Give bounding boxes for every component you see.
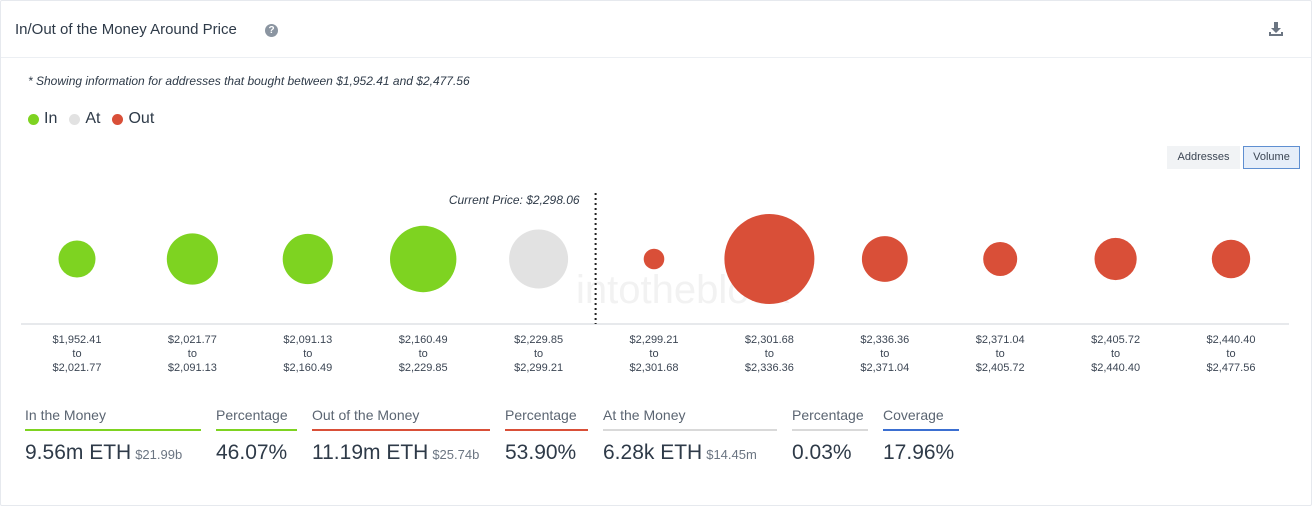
stat-coverage: Coverage 17.96% [883, 407, 959, 465]
download-icon[interactable] [1267, 20, 1285, 38]
tick-label: $2,477.56 [1207, 362, 1256, 374]
stat-label: Percentage [792, 407, 868, 431]
tick-label: $2,299.21 [514, 362, 563, 374]
legend-label-out: Out [128, 110, 155, 127]
stat-value: 17.96% [883, 441, 955, 464]
tick-label: $2,160.49 [399, 334, 448, 346]
stat-value: 46.07% [216, 441, 288, 464]
legend-dot-at [69, 113, 81, 125]
stat-value: 9.56m ETH [25, 441, 132, 464]
stat-label: Percentage [216, 407, 297, 431]
tick-label: $2,091.13 [168, 362, 217, 374]
tick-label-separator: to [765, 348, 774, 360]
question-circle-icon[interactable]: ? [265, 24, 278, 37]
tick-label-separator: to [534, 348, 543, 360]
tick-label-separator: to [1111, 348, 1120, 360]
stat-label: Percentage [505, 407, 588, 431]
tick-label: $2,229.85 [399, 362, 448, 374]
bubble-in[interactable] [390, 225, 457, 293]
legend-item-out[interactable]: Out [112, 110, 154, 128]
legend-item-in[interactable]: In [28, 110, 57, 128]
bubble-at[interactable] [509, 229, 569, 289]
volume-toggle-button[interactable]: Volume [1243, 146, 1300, 169]
tick-label: $2,229.85 [514, 334, 563, 346]
tick-label: $2,371.04 [976, 334, 1025, 346]
stat-value: 0.03% [792, 441, 852, 464]
stat-label: Coverage [883, 407, 959, 431]
bubble-out[interactable] [1094, 237, 1137, 281]
tick-label: $2,405.72 [976, 362, 1025, 374]
bubble-in[interactable] [58, 240, 96, 278]
current-price-label: Current Price: $2,298.06 [449, 193, 580, 207]
stat-value: 53.90% [505, 441, 577, 464]
stat-sub-value: $21.99b [135, 447, 183, 462]
bubble-out[interactable] [861, 236, 908, 282]
tick-label-separator: to [880, 348, 889, 360]
stat-out-percentage: Percentage 53.90% [505, 407, 588, 465]
tick-label: $2,299.21 [630, 334, 679, 346]
stat-sub-value: $25.74b [432, 447, 480, 462]
legend-item-at[interactable]: At [69, 110, 100, 128]
legend-dot-in [28, 113, 39, 125]
tick-label: $2,301.68 [745, 334, 794, 346]
tick-label: $2,440.40 [1207, 334, 1256, 346]
legend-label-at: At [85, 110, 101, 127]
tick-label: $1,952.41 [53, 334, 102, 346]
tick-label: $2,336.36 [860, 334, 909, 346]
stat-at-the-money: At the Money 6.28k ETH $14.45m [603, 407, 777, 465]
legend: In At Out [28, 110, 166, 128]
bubble-in[interactable] [282, 233, 333, 285]
tick-label: $2,440.40 [1091, 362, 1140, 374]
stat-at-percentage: Percentage 0.03% [792, 407, 868, 465]
tick-label-separator: to [1226, 348, 1235, 360]
bubble-in[interactable] [166, 233, 218, 285]
tick-label-separator: to [72, 348, 81, 360]
tick-label: $2,021.77 [53, 362, 102, 374]
legend-dot-out [112, 113, 124, 125]
addresses-toggle-button[interactable]: Addresses [1167, 146, 1240, 169]
card-header: In/Out of the Money Around Price ? [1, 1, 1311, 58]
stat-in-percentage: Percentage 46.07% [216, 407, 297, 465]
stats-row: In the Money 9.56m ETH $21.99b Percentage… [25, 407, 974, 465]
tick-label: $2,021.77 [168, 334, 217, 346]
stat-out-of-the-money: Out of the Money 11.19m ETH $25.74b [312, 407, 490, 465]
tick-label: $2,160.49 [283, 362, 332, 374]
stat-value: 6.28k ETH [603, 441, 703, 464]
tick-label-separator: to [996, 348, 1005, 360]
tick-label-separator: to [188, 348, 197, 360]
stat-value: 11.19m ETH [312, 441, 429, 464]
tick-label: $2,371.04 [860, 362, 909, 374]
legend-label-in: In [44, 110, 58, 127]
info-note: * Showing information for addresses that… [28, 74, 470, 88]
stat-label: Out of the Money [312, 407, 490, 431]
bubble-out[interactable] [643, 248, 665, 270]
bubble-out[interactable] [1211, 239, 1251, 279]
tick-label: $2,301.68 [630, 362, 679, 374]
stat-label: In the Money [25, 407, 201, 431]
tick-label-separator: to [419, 348, 428, 360]
bubble-out[interactable] [983, 242, 1018, 276]
tick-label: $2,405.72 [1091, 334, 1140, 346]
tick-label: $2,336.36 [745, 362, 794, 374]
tick-label-separator: to [303, 348, 312, 360]
stat-label: At the Money [603, 407, 777, 431]
tick-label-separator: to [649, 348, 658, 360]
stat-sub-value: $14.45m [706, 447, 757, 462]
card-title: In/Out of the Money Around Price [15, 21, 237, 38]
tick-label: $2,091.13 [283, 334, 332, 346]
stat-in-the-money: In the Money 9.56m ETH $21.99b [25, 407, 201, 465]
bubble-out[interactable] [724, 214, 815, 304]
